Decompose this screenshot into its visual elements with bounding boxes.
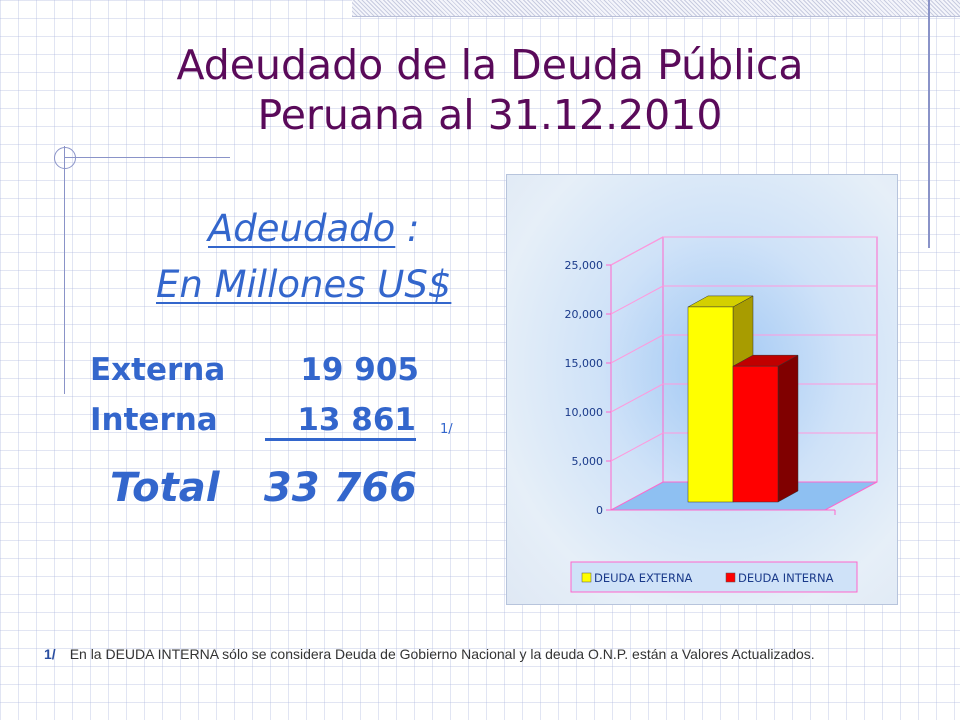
y-tick-label: 5,000 xyxy=(572,455,604,468)
legend-label-interna: DEUDA INTERNA xyxy=(738,571,834,585)
gridline xyxy=(610,236,664,266)
y-tick-label: 10,000 xyxy=(565,406,604,419)
legend-label-externa: DEUDA EXTERNA xyxy=(594,571,693,585)
gridline xyxy=(610,285,664,315)
gridline xyxy=(610,334,664,364)
table-row-externa: Externa 19 905 xyxy=(90,352,419,392)
subtitle-line-2: En Millones US$ xyxy=(156,263,451,306)
row-label: Interna xyxy=(90,402,218,438)
subtitle-line-1: Adeudado : xyxy=(208,207,420,250)
row-value: 13 861 xyxy=(265,402,416,441)
gridline xyxy=(610,383,664,413)
subtitle-colon: : xyxy=(395,207,420,250)
legend-box xyxy=(570,561,858,593)
footnote-marker: 1/ xyxy=(44,646,56,662)
y-tick-label: 25,000 xyxy=(565,259,604,272)
title-line-2: Peruana al 31.12.2010 xyxy=(257,91,723,139)
chart-panel: 0 5,000 10,000 15,000 20,000 25,000 DEUDA EXTE… xyxy=(506,174,898,605)
total-label: Total xyxy=(110,465,220,511)
footnote-text: En la DEUDA INTERNA sólo se considera De… xyxy=(69,646,815,662)
total-value: 33 766 xyxy=(263,465,417,511)
bar-chart: 0 5,000 10,000 15,000 20,000 25,000 DEUDA EXTE… xyxy=(565,236,878,593)
subtitle-units: En Millones US$ xyxy=(156,263,452,306)
y-tick-label: 15,000 xyxy=(565,357,604,370)
row-value: 19 905 xyxy=(300,352,419,388)
right-decor-line xyxy=(928,0,930,248)
gridline xyxy=(610,432,664,462)
row-label: Externa xyxy=(90,352,226,388)
slide-title: Adeudado de la Deuda Pública Peruana al … xyxy=(120,40,860,140)
left-decor-vline xyxy=(64,146,65,394)
bar-interna xyxy=(732,365,779,503)
table-row-interna: Interna 13 861 xyxy=(90,402,416,442)
subtitle-word: Adeudado xyxy=(208,207,396,250)
footnote: 1/En la DEUDA INTERNA sólo se considera … xyxy=(44,646,944,662)
top-decor-band xyxy=(352,0,960,17)
y-tick-label: 0 xyxy=(596,504,603,517)
note-marker: 1/ xyxy=(440,422,453,437)
bar-externa xyxy=(687,306,734,503)
title-line-1: Adeudado de la Deuda Pública xyxy=(176,41,804,89)
left-decor-hline xyxy=(64,157,230,158)
y-tick-label: 20,000 xyxy=(565,308,604,321)
legend-swatch-interna xyxy=(725,572,736,583)
table-row-total: Total 33 766 xyxy=(110,465,417,515)
legend-swatch-externa xyxy=(581,572,592,583)
bar-side-interna xyxy=(777,354,799,503)
crosshair-decor xyxy=(54,147,76,169)
